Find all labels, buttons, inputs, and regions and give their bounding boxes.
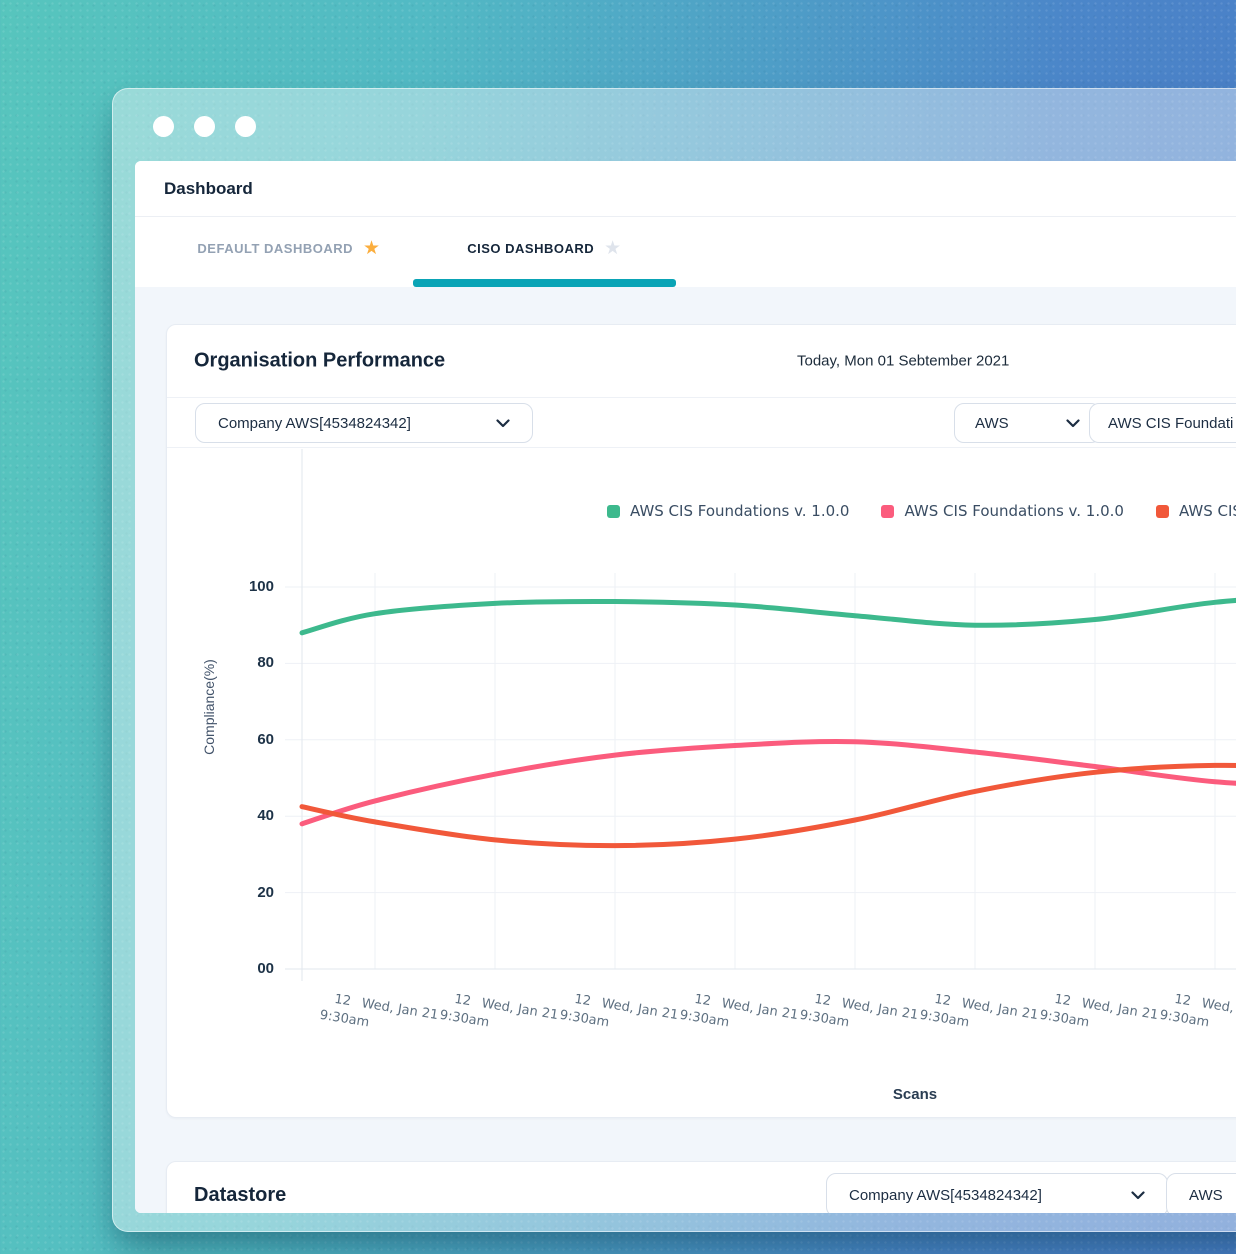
chevron-down-icon	[1131, 1190, 1145, 1200]
company-select-value: Company AWS[4534824342]	[218, 414, 411, 432]
provider-select[interactable]: AWS	[954, 403, 1101, 443]
y-tick-label: 00	[257, 960, 274, 977]
filter-row: Company AWS[4534824342] AWS AWS CIS Foun…	[167, 398, 1236, 448]
star-icon[interactable]: ★	[604, 236, 622, 259]
compliance-chart: AWS CIS Foundations v. 1.0.0 AWS CIS Foun…	[167, 448, 1236, 1118]
dashboard-tabbar: DEFAULT DASHBOARD ★ CISO DASHBOARD ★	[135, 217, 1236, 288]
app-panel: Dashboard DEFAULT DASHBOARD ★ CISO DASHB…	[135, 161, 1236, 1213]
y-tick-label: 20	[257, 883, 274, 901]
card-title: Organisation Performance	[194, 349, 446, 372]
y-tick-label: 80	[257, 654, 274, 672]
card-title: Datastore	[194, 1184, 287, 1206]
line-chart-canvas	[285, 449, 1236, 981]
y-tick-label: 40	[257, 807, 274, 825]
page-title: Dashboard	[164, 178, 253, 198]
page-header: Dashboard	[135, 161, 1236, 217]
datastore-company-select[interactable]: Company AWS[4534824342]	[826, 1173, 1168, 1213]
star-icon[interactable]: ★	[363, 236, 381, 259]
tab-ciso-label: CISO DASHBOARD	[467, 240, 595, 256]
y-tick-label: 100	[248, 578, 274, 595]
legend-item[interactable]: AWS CIS Foundations v. 1.0.0	[1155, 502, 1236, 520]
datastore-company-select-value: Company AWS[4534824342]	[849, 1186, 1042, 1204]
organisation-performance-card: Organisation Performance Today, Mon 01 S…	[166, 324, 1236, 1118]
legend-label: AWS CIS Foundations v. 1.0.0	[1178, 502, 1236, 520]
legend-item[interactable]: AWS CIS Foundations v. 1.0.0	[607, 502, 849, 520]
legend-label: AWS CIS Foundations v. 1.0.0	[904, 502, 1124, 520]
series-line	[299, 762, 1236, 849]
chevron-down-icon	[1066, 418, 1080, 428]
y-axis-title: Compliance(%)	[201, 659, 217, 755]
series-line	[299, 738, 1236, 827]
date-label: Today, Mon 01 Sebtember 2021	[797, 352, 1010, 370]
standard-select[interactable]: AWS CIS Foundati	[1089, 403, 1236, 443]
provider-select-value: AWS	[975, 414, 1009, 432]
tab-default-label: DEFAULT DASHBOARD	[197, 240, 354, 256]
chart-legend: AWS CIS Foundations v. 1.0.0 AWS CIS Foun…	[607, 502, 1236, 520]
card-header: Organisation Performance Today, Mon 01 S…	[167, 325, 1236, 398]
window-control-dot-3[interactable]	[235, 116, 256, 137]
datastore-provider-select-value: AWS	[1189, 1186, 1223, 1204]
app-window: Dashboard DEFAULT DASHBOARD ★ CISO DASHB…	[112, 88, 1236, 1232]
legend-swatch-icon	[607, 504, 620, 518]
x-axis-title: Scans	[892, 1086, 938, 1103]
datastore-card: Datastore Company AWS[4534824342] AWS	[166, 1161, 1236, 1213]
dashboard-content: Organisation Performance Today, Mon 01 S…	[135, 287, 1236, 1213]
tab-ciso-dashboard[interactable]: CISO DASHBOARD ★	[413, 217, 676, 279]
tab-default-dashboard[interactable]: DEFAULT DASHBOARD ★	[165, 217, 413, 279]
chevron-down-icon	[496, 418, 510, 428]
legend-label: AWS CIS Foundations v. 1.0.0	[630, 502, 850, 520]
standard-select-value: AWS CIS Foundati	[1108, 414, 1234, 432]
window-control-dot-1[interactable]	[153, 116, 174, 137]
active-tab-indicator	[413, 279, 676, 287]
y-tick-label: 60	[257, 730, 274, 748]
datastore-header: Datastore Company AWS[4534824342] AWS	[167, 1162, 1236, 1213]
company-select[interactable]: Company AWS[4534824342]	[195, 403, 533, 443]
legend-swatch-icon	[1155, 504, 1169, 518]
legend-item[interactable]: AWS CIS Foundations v. 1.0.0	[881, 502, 1124, 520]
datastore-provider-select[interactable]: AWS	[1166, 1173, 1236, 1213]
window-control-dot-2[interactable]	[194, 116, 215, 137]
legend-swatch-icon	[881, 504, 895, 518]
series-line	[299, 597, 1236, 636]
